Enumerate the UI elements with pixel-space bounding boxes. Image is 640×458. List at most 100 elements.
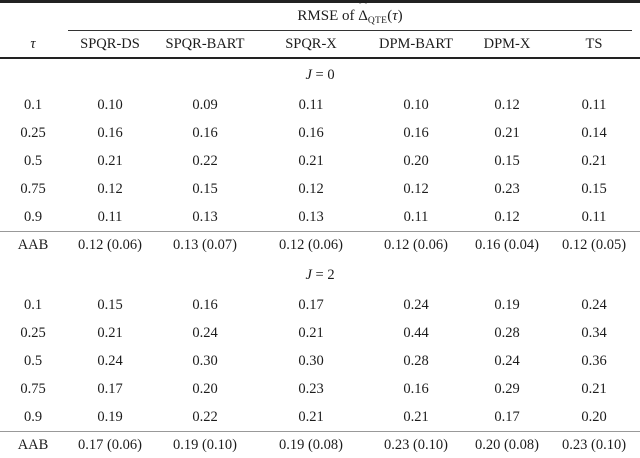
rmse-value: 0.21 [403, 408, 429, 425]
summary-value: 0.23 (0.10) [366, 431, 466, 458]
table-row: 0.25 0.16 0.16 0.16 0.16 0.21 0.14 [0, 119, 640, 147]
column-header-tau: τ [0, 31, 66, 59]
rmse-value: 0.11 [97, 208, 123, 225]
paren-open: ( [387, 8, 393, 24]
rmse-value: 0.21 [298, 324, 324, 341]
rmse-value: 0.13 [298, 208, 324, 225]
tau-value: 0.25 [20, 324, 46, 341]
spanner-row: RMSE of ˆ ΔQTE(τ) [0, 0, 640, 32]
rmse-value: 0.24 [97, 352, 123, 369]
tau-value: 0.5 [23, 152, 43, 169]
rmse-value: 0.20 [192, 380, 218, 397]
rmse-value: 0.19 [494, 296, 520, 313]
tau-value: 0.9 [23, 408, 43, 425]
column-header-spqr-ds: SPQR-DS [66, 31, 154, 59]
tau-value: 0.9 [23, 208, 43, 225]
rmse-value: 0.12 [494, 96, 520, 113]
summary-value: 0.20 (0.08) [466, 431, 548, 458]
rmse-value: 0.16 [298, 124, 324, 141]
rmse-value: 0.16 [192, 296, 218, 313]
rmse-value: 0.12 [494, 208, 520, 225]
rmse-value: 0.15 [192, 180, 218, 197]
rmse-value: 0.22 [192, 152, 218, 169]
rmse-value: 0.17 [494, 408, 520, 425]
rmse-value: 0.24 [192, 324, 218, 341]
rmse-value: 0.17 [97, 380, 123, 397]
rmse-value: 0.24 [403, 296, 429, 313]
table-row: 0.5 0.24 0.30 0.30 0.28 0.24 0.36 [0, 347, 640, 375]
rmse-value: 0.11 [581, 96, 607, 113]
summary-value: 0.19 (0.08) [256, 431, 366, 458]
section-header-row: J = 0 [0, 58, 640, 91]
rmse-value: 0.21 [298, 152, 324, 169]
rmse-value: 0.12 [403, 180, 429, 197]
rmse-value: 0.20 [581, 408, 607, 425]
rmse-value: 0.21 [97, 152, 123, 169]
rmse-value: 0.21 [581, 152, 607, 169]
tau-value: 0.1 [23, 96, 43, 113]
hat-icon: ˆ [359, 0, 368, 13]
rmse-value: 0.16 [97, 124, 123, 141]
rmse-value: 0.21 [97, 324, 123, 341]
tau-symbol: τ [392, 8, 398, 24]
summary-value: 0.12 (0.06) [66, 231, 154, 259]
spanner-empty-cell [0, 2, 66, 32]
rmse-value: 0.24 [494, 352, 520, 369]
rmse-value: 0.22 [192, 408, 218, 425]
tau-value: 0.25 [20, 124, 46, 141]
table-row: 0.1 0.15 0.16 0.17 0.24 0.19 0.24 [0, 291, 640, 319]
rmse-value: 0.15 [494, 152, 520, 169]
table-row: 0.1 0.10 0.09 0.11 0.10 0.12 0.11 [0, 91, 640, 119]
column-header-ts: TS [548, 31, 640, 59]
delta-symbol: Δ [358, 8, 368, 24]
rmse-value: 0.12 [97, 180, 123, 197]
rmse-value: 0.11 [298, 96, 324, 113]
rmse-value: 0.16 [403, 124, 429, 141]
rmse-value: 0.09 [192, 96, 218, 113]
rmse-value: 0.10 [97, 96, 123, 113]
rmse-value: 0.34 [581, 324, 607, 341]
column-header-spqr-x: SPQR-X [256, 31, 366, 59]
column-header-row: τ SPQR-DS SPQR-BART SPQR-X DPM-BART DPM-… [0, 31, 640, 59]
column-header-dpm-x: DPM-X [466, 31, 548, 59]
tau-value: 0.75 [20, 180, 46, 197]
column-header-dpm-bart: DPM-BART [366, 31, 466, 59]
rmse-value: 0.21 [581, 380, 607, 397]
rmse-value: 0.30 [192, 352, 218, 369]
table-row: 0.9 0.19 0.22 0.21 0.21 0.17 0.20 [0, 403, 640, 432]
section-label: J = 2 [0, 259, 640, 291]
summary-value: 0.12 (0.06) [366, 231, 466, 259]
rmse-value: 0.10 [403, 96, 429, 113]
paren-close: ) [397, 8, 403, 24]
rmse-value: 0.16 [403, 380, 429, 397]
rmse-value: 0.23 [298, 380, 324, 397]
rmse-value: 0.15 [97, 296, 123, 313]
summary-value: 0.12 (0.05) [548, 231, 640, 259]
rmse-value: 0.28 [494, 324, 520, 341]
section-var: J [305, 266, 312, 283]
table-row: 0.75 0.17 0.20 0.23 0.16 0.29 0.21 [0, 375, 640, 403]
rmse-value: 0.28 [403, 352, 429, 369]
rmse-value: 0.20 [403, 152, 429, 169]
rmse-value: 0.13 [192, 208, 218, 225]
summary-row: AAB 0.17 (0.06) 0.19 (0.10) 0.19 (0.08) 0.23… [0, 431, 640, 458]
rmse-value: 0.23 [494, 180, 520, 197]
tau-value: 0.5 [23, 352, 43, 369]
summary-label: AAB [0, 231, 66, 259]
rmse-value: 0.11 [403, 208, 429, 225]
tau-value: 0.75 [20, 380, 46, 397]
section-header-row: J = 2 [0, 259, 640, 291]
rmse-value: 0.21 [298, 408, 324, 425]
spanner-cell: RMSE of ˆ ΔQTE(τ) [66, 0, 640, 31]
column-header-spqr-bart: SPQR-BART [154, 31, 256, 59]
rmse-value: 0.14 [581, 124, 607, 141]
section-label: J = 0 [0, 58, 640, 91]
summary-value: 0.17 (0.06) [66, 431, 154, 458]
rmse-value: 0.15 [581, 180, 607, 197]
rmse-value: 0.17 [298, 296, 324, 313]
section-rest: = 2 [311, 266, 335, 283]
summary-label: AAB [0, 431, 66, 458]
